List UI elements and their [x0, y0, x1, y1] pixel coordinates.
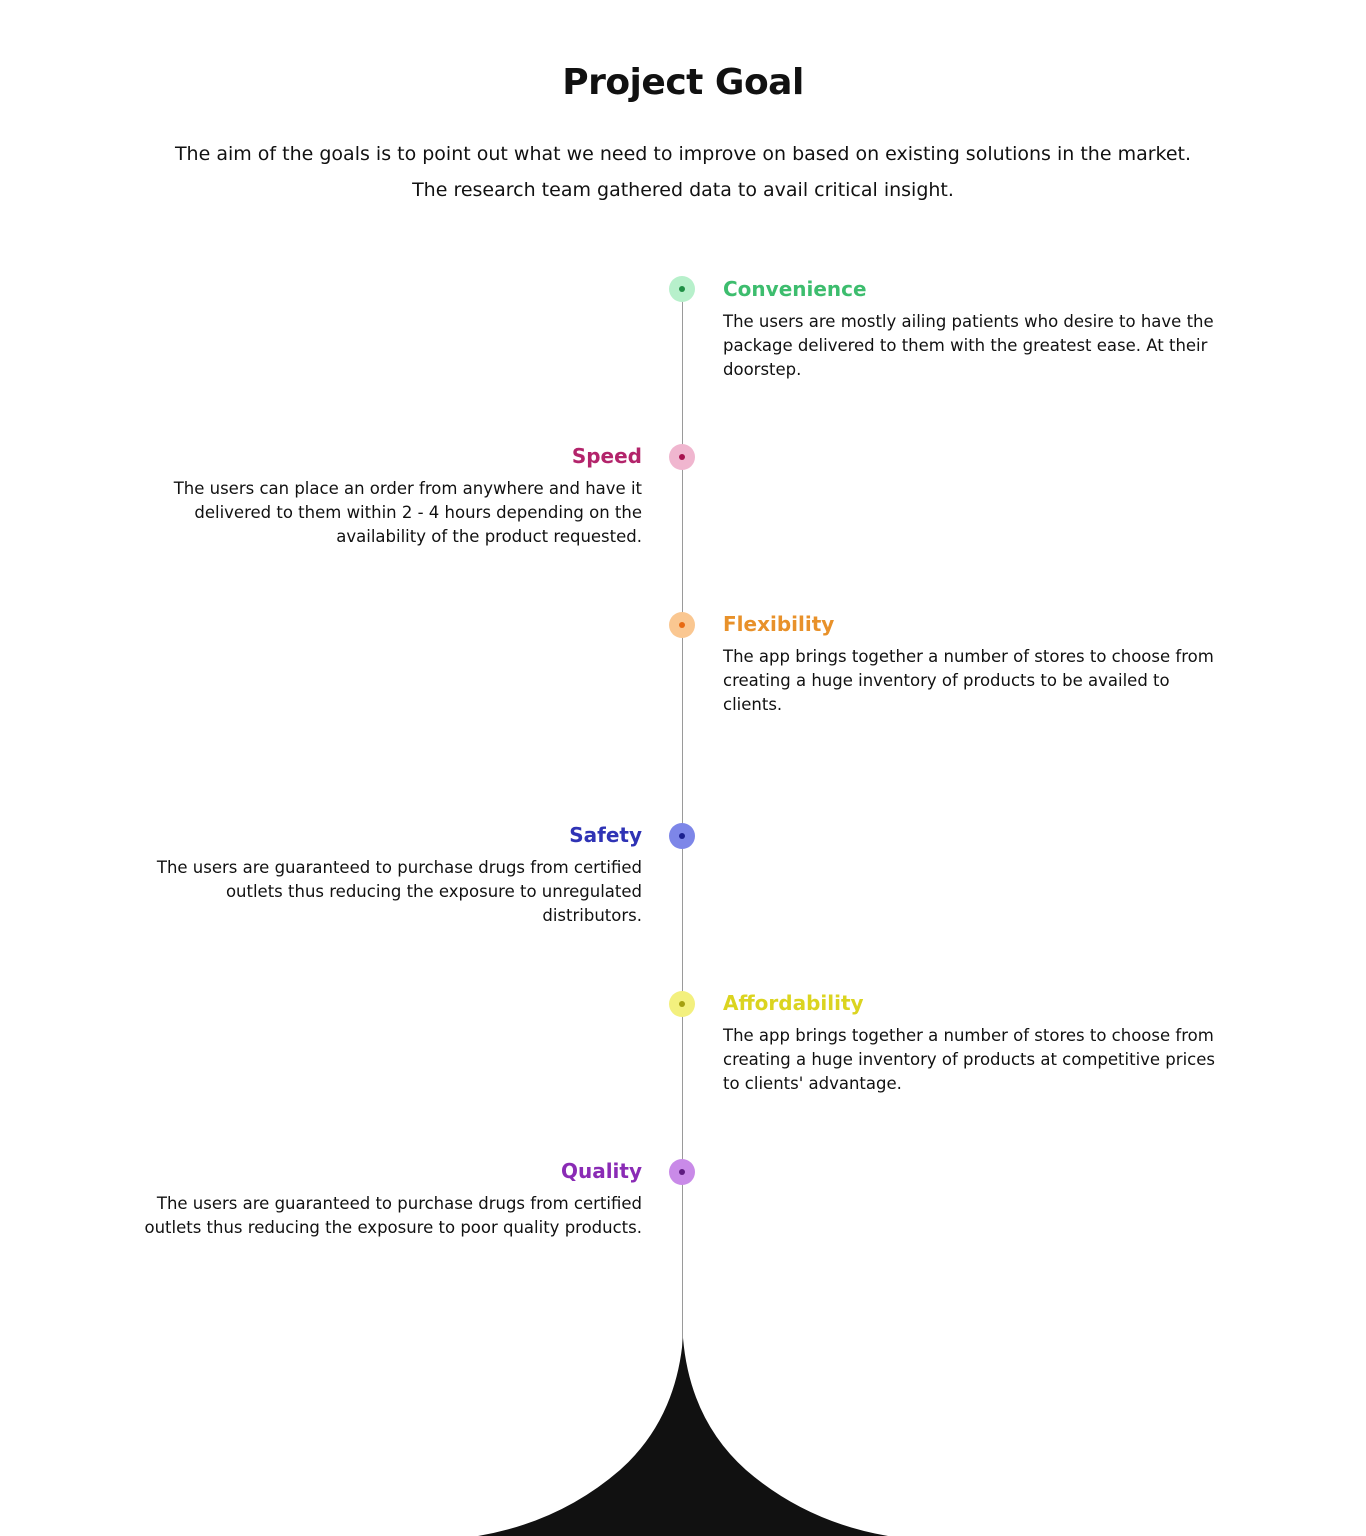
goal-description-safety: The users are guaranteed to purchase dru…	[156, 858, 642, 925]
intro-paragraph: The aim of the goals is to point out wha…	[174, 143, 1192, 201]
goal-speed: Speed The users can place an order from …	[142, 443, 642, 549]
goal-affordability: Affordability The app brings together a …	[723, 990, 1223, 1096]
goal-flexibility: Flexibility The app brings together a nu…	[723, 611, 1223, 717]
timeline-line	[682, 290, 683, 1350]
goal-quality: Quality The users are guaranteed to purc…	[142, 1158, 642, 1240]
goal-description-speed: The users can place an order from anywhe…	[173, 479, 642, 546]
goal-title-affordability: Affordability	[723, 991, 864, 1015]
goal-convenience: Convenience The users are mostly ailing …	[723, 276, 1223, 382]
page-title: Project Goal	[562, 62, 804, 103]
goal-description-affordability: The app brings together a number of stor…	[723, 1026, 1215, 1093]
goal-title-quality: Quality	[560, 1159, 642, 1183]
goal-title-flexibility: Flexibility	[723, 612, 835, 636]
timeline-dot-flexibility	[669, 612, 695, 638]
timeline-dot-quality	[669, 1159, 695, 1185]
goal-title-speed: Speed	[571, 444, 642, 468]
goal-description-quality: The users are guaranteed to purchase dru…	[144, 1194, 642, 1237]
goal-description-flexibility: The app brings together a number of stor…	[723, 647, 1214, 714]
goal-title-convenience: Convenience	[723, 277, 867, 301]
goal-title-safety: Safety	[569, 823, 642, 847]
timeline-dot-convenience	[669, 276, 695, 302]
goal-safety: Safety The users are guaranteed to purch…	[142, 822, 642, 928]
timeline-dot-speed	[669, 444, 695, 470]
timeline-dot-affordability	[669, 991, 695, 1017]
timeline-dot-safety	[669, 823, 695, 849]
goal-description-convenience: The users are mostly ailing patients who…	[723, 312, 1214, 379]
